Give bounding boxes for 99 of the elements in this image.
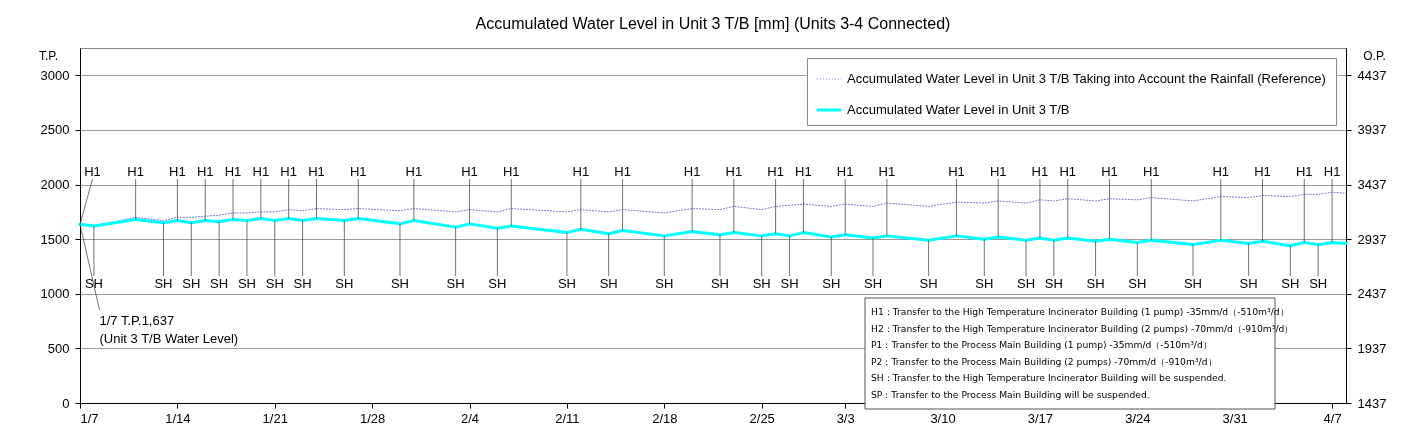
- x-tick-label: 2/4: [461, 410, 480, 426]
- annotation: SH: [752, 276, 771, 291]
- x-tick-label: 3/31: [1222, 410, 1248, 426]
- annotation: P2：Transfer to the Process Main Building (2 pumps) -70mm/d（-910m³/d）: [871, 355, 1217, 367]
- annotation: H1: [84, 164, 101, 179]
- annotation: H1: [767, 164, 784, 179]
- x-tick-label: 1/14: [165, 410, 191, 426]
- annotation: SH: [1239, 276, 1258, 291]
- annotation: H1: [725, 164, 743, 179]
- x-tick-label: 2/25: [749, 410, 775, 426]
- y-tick-label: 2000: [40, 177, 70, 193]
- annotation: SH: [154, 276, 173, 291]
- x-tick-label: 3/17: [1027, 410, 1054, 426]
- annotation: H1: [280, 164, 297, 179]
- annotation: H1: [683, 164, 701, 179]
- chart-title: Accumulated Water Level in Unit 3 T/B [mm] (Units 3-4 Connected): [475, 15, 951, 32]
- y-tick-label: 3000: [40, 67, 70, 83]
- legend-label: Accumulated Water Level in Unit 3 T/B Taking into Account the Rainfall (Reference): [847, 71, 1326, 86]
- annotation: H1: [1059, 164, 1077, 179]
- annotation: H1: [1142, 164, 1160, 179]
- annotation: H1: [169, 164, 186, 179]
- x-tick-label: 2/11: [555, 410, 580, 426]
- x-tick-label: 3/10: [930, 410, 956, 426]
- annotation: SH: [557, 276, 576, 291]
- annotation: SH: [210, 276, 229, 291]
- annotation: SH: [975, 276, 994, 291]
- y-tick-label: 2500: [40, 122, 70, 138]
- annotation: SH: [265, 276, 284, 291]
- annotation: P1：Transfer to the Process Main Building (1 pump) -35mm/d（-510m³/d）: [871, 339, 1212, 350]
- annotation: SH: [1016, 276, 1036, 291]
- x-tick-label: 4/7: [1323, 410, 1342, 426]
- annotation: SH: [1309, 276, 1328, 291]
- annotation: H1: [224, 164, 242, 179]
- annotation: H2：Transfer to the High Temperature Incinerator Building (2 pumps) -70mm/d（-910m³/d）: [871, 322, 1294, 334]
- y-axis-title: T.P.: [38, 48, 59, 63]
- annotation: H1: [461, 164, 478, 179]
- x-tick-label: 3/3: [836, 410, 855, 426]
- annotation: H1: [349, 164, 367, 179]
- annotation: SH：Transfer to the High Temperature Incinerator Building will be suspended.: [871, 372, 1227, 383]
- annotation: H1: [1031, 164, 1049, 179]
- annotation: SH: [780, 276, 799, 291]
- y2-axis-title: O.P.: [1363, 48, 1386, 63]
- annotation: SH: [863, 276, 883, 291]
- annotation: H1: [1212, 164, 1230, 179]
- annotation: SH: [84, 276, 103, 291]
- x-tick-label: 3/24: [1125, 410, 1151, 426]
- x-tick-label: 2/18: [652, 410, 678, 426]
- annotation: 1/7 T.P.1,637 (Unit 3 T/B Water Level): [99, 313, 239, 346]
- annotation: SH: [446, 276, 465, 291]
- annotation: H1: [1101, 164, 1118, 179]
- annotation: H1: [795, 164, 812, 179]
- annotation: H1: [405, 164, 423, 179]
- annotation: SH: [1044, 276, 1063, 291]
- annotation: H1: [1254, 164, 1271, 179]
- annotation: SH: [919, 276, 938, 291]
- y2-tick-label: 3937: [1357, 122, 1387, 138]
- annotation: H1: [948, 164, 965, 179]
- annotation: SP：Transfer to the Process Main Building will be suspended.: [871, 388, 1150, 400]
- annotation: SH: [488, 276, 507, 291]
- annotation: SH: [1281, 276, 1300, 291]
- annotation: H1: [1295, 164, 1313, 179]
- annotation: SH: [655, 276, 674, 291]
- x-tick-label: 1/21: [262, 410, 288, 426]
- annotation: H1: [989, 164, 1007, 179]
- y-tick-label: 0: [62, 395, 70, 411]
- annotation: H1: [308, 164, 325, 179]
- annotation: H1: [502, 164, 520, 179]
- legend-label: Accumulated Water Level in Unit 3 T/B: [847, 102, 1070, 117]
- annotation: SH: [182, 276, 201, 291]
- annotation: SH: [710, 276, 729, 291]
- annotation: SH: [293, 276, 312, 291]
- annotation: H1：Transfer to the High Temperature Incinerator Building (1 pump) -35mm/d（-510m³/d）: [871, 306, 1289, 317]
- annotation: H1: [1323, 164, 1341, 179]
- y-tick-label: 1500: [40, 231, 70, 247]
- annotation: H1: [252, 164, 270, 179]
- y2-tick-label: 1437: [1357, 395, 1387, 411]
- annotation: SH: [822, 276, 841, 291]
- y2-tick-label: 3437: [1357, 177, 1387, 193]
- annotation: SH: [1183, 276, 1202, 291]
- annotation: SH: [237, 276, 256, 291]
- y-tick-label: 1000: [40, 286, 70, 302]
- annotation: SH: [1128, 276, 1147, 291]
- annotation: SH: [390, 276, 410, 291]
- y-tick-label: 500: [47, 340, 70, 356]
- x-tick-label: 1/28: [360, 410, 386, 426]
- annotation: SH: [599, 276, 618, 291]
- y2-tick-label: 2437: [1357, 286, 1387, 302]
- y2-tick-label: 4437: [1357, 67, 1387, 83]
- annotation: SH: [1086, 276, 1105, 291]
- annotation: H1: [572, 164, 590, 179]
- annotation: H1: [614, 164, 631, 179]
- annotation: H1: [196, 164, 214, 179]
- y2-tick-label: 1937: [1357, 340, 1387, 356]
- x-tick-label: 1/7: [80, 410, 99, 426]
- annotation: H1: [127, 164, 144, 179]
- annotation: H1: [836, 164, 854, 179]
- annotation: H1: [878, 164, 896, 179]
- y2-tick-label: 2937: [1357, 231, 1387, 247]
- annotation: SH: [335, 276, 354, 291]
